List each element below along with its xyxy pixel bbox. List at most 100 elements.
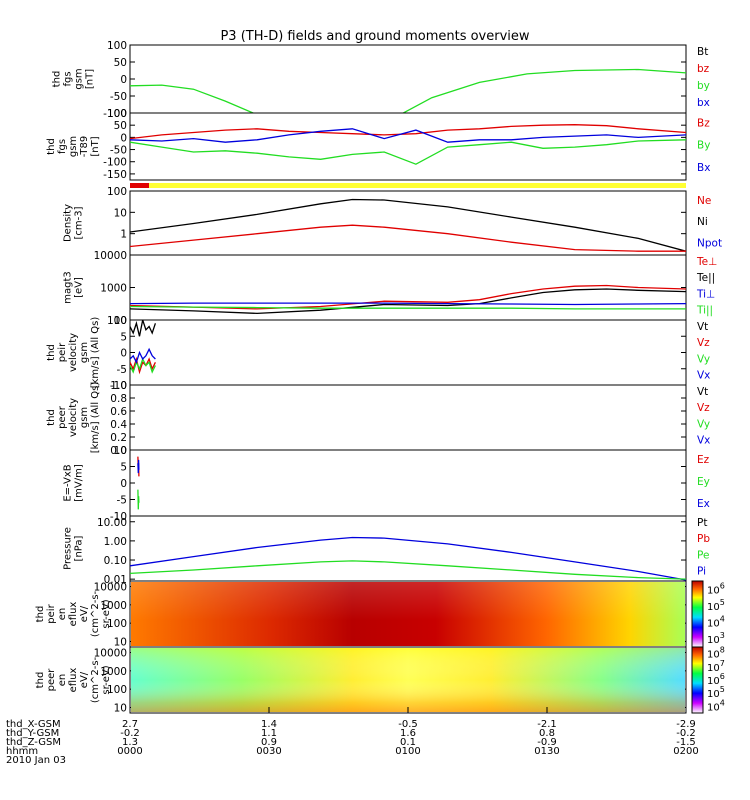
series-line-Ex: [137, 459, 140, 474]
legend-entry: Ne: [697, 195, 711, 207]
y-tick-label: 0: [120, 132, 127, 144]
y-tick-label: 100: [107, 684, 127, 696]
y-axis-label: eV/: [79, 671, 90, 688]
legend-entry: Bt: [697, 46, 708, 58]
y-tick-label: 100: [107, 40, 127, 52]
y-tick-label: -5: [117, 495, 127, 507]
y-tick-label: 10000: [94, 250, 127, 262]
x-axis-row-label: hhmm: [6, 746, 38, 757]
y-axis-label: Density: [63, 204, 74, 242]
colorbar-tick-exponent: 5: [720, 598, 725, 607]
y-axis-label: gsm: [68, 136, 79, 157]
y-axis-label: [nT]: [90, 136, 101, 156]
y-tick-label: 5: [120, 462, 127, 474]
colorbar-tick-exponent: 4: [720, 698, 725, 707]
y-axis-label: [nT]: [85, 69, 96, 89]
colorbar-tick-exponent: 4: [720, 614, 725, 623]
legend-entry: Ez: [697, 454, 710, 466]
colorbar-tick-exponent: 7: [720, 659, 725, 668]
legend-entry: Te||: [696, 272, 715, 284]
x-tick-label: 0.9: [261, 737, 277, 748]
legend-entry: Vx: [697, 370, 710, 382]
x-tick-label: 0030: [256, 746, 281, 757]
y-tick-label: 10: [114, 315, 127, 327]
y-axis-label: [eV]: [74, 277, 85, 298]
y-tick-label: 100: [107, 618, 127, 630]
y-axis-label: fgs: [57, 139, 68, 154]
mode-bar-segment: [130, 183, 150, 188]
legend-entry: Pb: [697, 533, 710, 545]
colorbar-tick-exponent: 6: [720, 672, 725, 681]
legend-entry: Pe: [697, 549, 709, 561]
panel-frame-peer-velocity: [129, 384, 687, 451]
y-axis-label: thd: [46, 344, 57, 361]
mode-bar-segment: [149, 183, 686, 188]
panel-frame-fgs-t89: [129, 112, 687, 181]
y-tick-label: 1.0: [110, 380, 127, 392]
series-line-Ti⊥: [130, 302, 686, 306]
y-tick-label: 100: [107, 186, 127, 198]
y-axis-label: peir: [57, 342, 68, 362]
series-line-Vz: [130, 356, 156, 375]
y-tick-label: -50: [110, 91, 127, 103]
y-axis-label: Pressure: [63, 527, 74, 570]
y-axis-label: [km/s] (All Qs): [90, 317, 101, 389]
series-line-By: [130, 139, 686, 165]
colorbar-tick-label: 103: [707, 631, 725, 646]
x-tick-label: -0.2: [120, 728, 140, 739]
legend-entry: Pt: [697, 517, 707, 529]
x-tick-label: -0.2: [676, 728, 696, 739]
y-axis-label: thd: [46, 409, 57, 426]
y-axis-label: [nPa]: [74, 535, 85, 561]
y-axis-label: gsm: [79, 342, 90, 363]
series-line-Ey: [137, 489, 140, 510]
legend-entry: Vy: [697, 418, 710, 430]
y-axis-label: peir: [46, 603, 57, 623]
y-axis-label: en: [57, 674, 68, 687]
x-tick-label: -1.5: [676, 737, 696, 748]
series-line-Vx: [130, 347, 156, 365]
legend-entry: bx: [697, 97, 710, 109]
legend-entry: Ti⊥: [696, 288, 715, 300]
legend-entry: Npot: [697, 237, 722, 249]
y-tick-label: 10.00: [97, 517, 127, 529]
x-tick-label: -2.1: [537, 719, 557, 730]
y-tick-label: 10: [114, 207, 127, 219]
panel-frame-fgs: [129, 44, 687, 114]
y-axis-label: (cm^2-s-: [90, 590, 101, 637]
y-tick-label: 100: [107, 315, 127, 327]
x-tick-label: 0130: [534, 746, 559, 757]
y-axis-label: E=-VxB: [63, 464, 74, 501]
y-axis-label: peer: [46, 668, 57, 692]
x-axis-row-label: thd_Z-GSM: [6, 737, 61, 748]
legend-entry: Vz: [697, 402, 710, 414]
series-line-Pe: [130, 560, 686, 580]
y-axis-label: magt3: [63, 271, 74, 304]
y-axis-label: velocity: [68, 398, 79, 437]
y-axis-label: sr-eV): [101, 665, 112, 694]
series-line-Pi: [130, 536, 686, 581]
colorbar: [691, 646, 704, 714]
y-axis-label: fgs: [63, 71, 74, 86]
date-label: 2010 Jan 03: [6, 755, 66, 766]
legend-entry: Vz: [697, 337, 710, 349]
y-tick-label: 10000: [94, 648, 127, 660]
y-tick-label: 5: [120, 331, 127, 343]
y-tick-label: 1.00: [104, 536, 127, 548]
colorbar-tick-label: 104: [707, 698, 725, 713]
panel-frame-density: [129, 190, 687, 256]
heatmap-shading: [131, 582, 685, 646]
y-axis-label: peer: [57, 405, 68, 429]
y-axis-label: eV/: [79, 605, 90, 622]
y-tick-label: 1: [120, 229, 127, 241]
y-axis-label: eflux: [68, 602, 79, 627]
colorbar-tick-exponent: 3: [720, 631, 725, 640]
legend-entry: Vt: [697, 386, 708, 398]
series-line-Vt: [130, 320, 157, 337]
y-axis-label: thd: [46, 138, 57, 155]
legend-entry: Vy: [697, 353, 710, 365]
x-tick-label: 0200: [673, 746, 698, 757]
legend-entry: Ti||: [696, 305, 713, 317]
